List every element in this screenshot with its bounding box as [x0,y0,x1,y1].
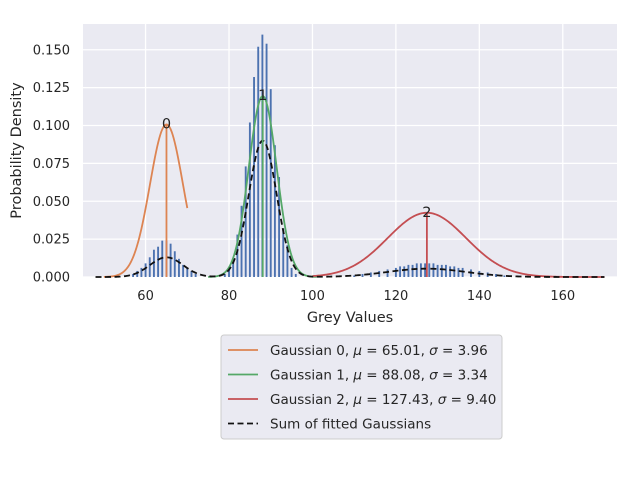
histogram-bar [394,267,397,277]
histogram-bar [194,273,197,277]
histogram-bar [132,273,135,277]
histogram-bar [148,257,151,277]
histogram-bar [232,261,235,277]
x-tick-label: 100 [300,289,325,304]
histogram-bar [248,122,251,277]
gaussian-curve-0 [103,123,189,278]
histogram-bar [273,145,276,277]
histogram-bar [178,258,180,277]
histogram-bar [152,249,155,277]
y-tick-label: 0.075 [33,157,70,172]
histogram-bar [503,275,506,277]
histogram-bar [415,263,418,277]
y-tick-label: 0.050 [33,195,70,210]
histogram-bar [186,267,189,277]
x-tick-label: 80 [221,289,238,304]
histogram-bar [457,267,460,277]
peak-labels: 0 1 2 [162,88,432,221]
histogram-bar [253,77,255,277]
histogram-bar [378,270,381,277]
y-tick-label: 0.150 [33,43,70,58]
x-tick-label: 160 [550,289,575,304]
x-tick-label: 60 [137,289,154,304]
histogram-bar [419,263,422,277]
histogram-bar [190,270,193,277]
histogram-bar [136,270,139,277]
histogram-bar [407,264,410,277]
x-tick-label: 140 [467,289,492,304]
peak-label-2: 2 [422,205,431,221]
histogram-bar [461,267,464,277]
histogram-bar [265,43,268,277]
histogram-bar [386,269,389,277]
y-tick-label: 0.025 [33,233,70,248]
histogram-bar [445,264,447,277]
histogram-bar [290,267,293,277]
histogram-bar [228,269,230,277]
x-axis-ticks: 60 80 100 120 140 160 [137,289,575,304]
histogram-bar [286,245,289,277]
y-axis-label: Probability Density [9,82,25,219]
histogram-bar [236,234,239,277]
histogram-bar [144,263,147,277]
peak-stems [165,96,428,277]
histogram-bar [182,264,185,277]
histogram-bar [294,273,297,277]
histogram-bar [399,266,402,277]
y-tick-label: 0.100 [33,119,70,134]
histogram-bar [436,264,439,277]
histogram-bar [173,251,176,277]
y-tick-label: 0.125 [33,81,70,96]
histogram-bar [495,273,497,277]
histogram-bar [244,166,247,277]
x-axis-label: Grey Values [307,310,393,326]
histogram-bar [361,273,364,277]
peak-label-1: 1 [258,88,267,104]
legend-label-1: Gaussian 1, μ = 88.08, σ = 3.34 [270,368,488,384]
legend-label-2: Gaussian 2, μ = 127.43, σ = 9.40 [270,392,496,408]
plot-area [83,24,617,277]
histogram-bar [223,273,226,277]
legend-label-3: Sum of fitted Gaussians [270,417,431,433]
histogram-bar [353,275,356,277]
histogram-bar [269,89,272,278]
y-axis-ticks: 0.000 0.025 0.050 0.075 0.100 0.125 0.150 [33,43,70,285]
histogram-bar [140,267,143,277]
peak-label-0: 0 [162,116,171,132]
histogram-bar [282,228,285,277]
histogram-bar [424,263,427,277]
histogram-bar [369,272,372,277]
histogram-bar [440,264,443,277]
histogram-bar [278,177,281,277]
histogram-bar [428,263,431,277]
histogram-bar [403,266,406,277]
legend-box [220,334,503,440]
histogram-bar [257,46,260,278]
histogram-bar [169,243,172,277]
x-tick-label: 120 [383,289,408,304]
histogram-bar [453,266,456,277]
histogram-bar [432,263,435,277]
histogram-bar [157,246,160,277]
legend: Gaussian 0, μ = 65.01, σ = 3.96 Gaussian … [220,334,503,440]
legend-label-0: Gaussian 0, μ = 65.01, σ = 3.96 [270,343,488,359]
y-tick-label: 0.000 [33,271,70,286]
sum-curve [95,139,605,278]
histogram-bar [240,205,243,277]
histogram-bar [449,266,452,277]
histogram-bar [411,264,414,277]
